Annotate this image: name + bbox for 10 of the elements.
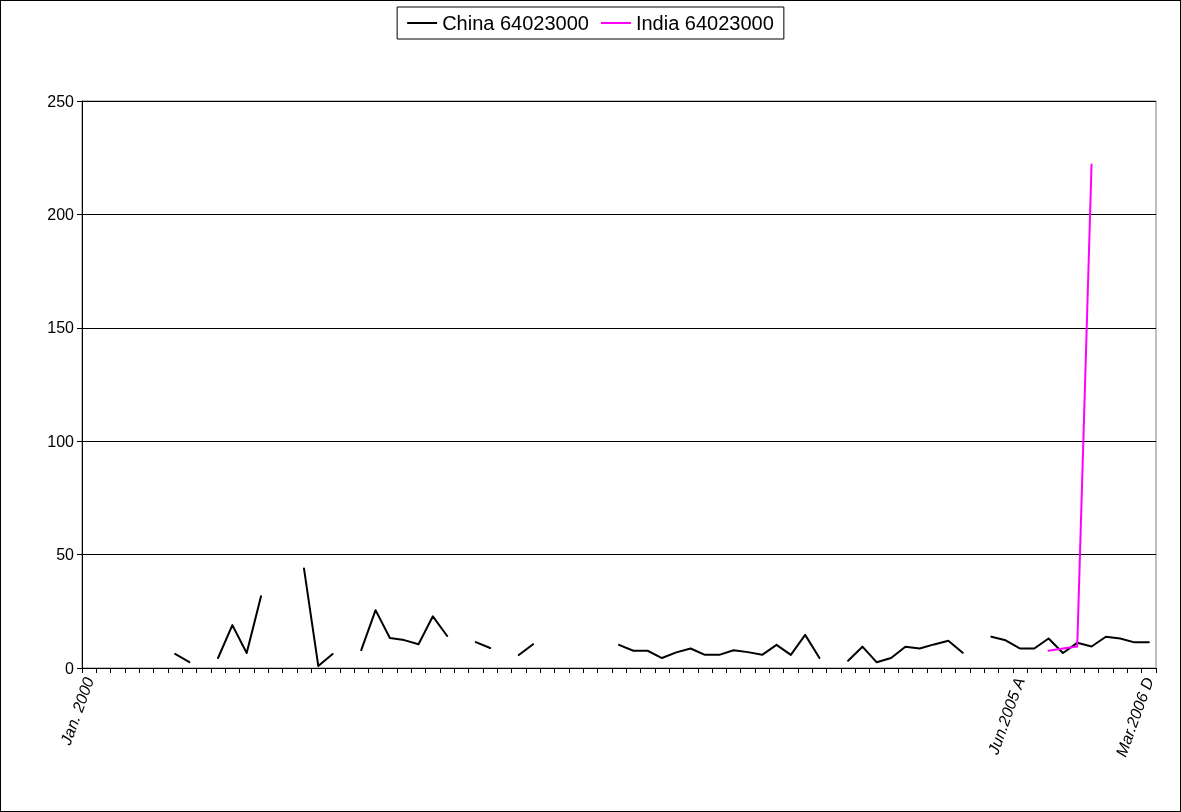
legend-label: India 64023000: [635, 12, 774, 34]
y-tick-label: 200: [47, 205, 75, 223]
line-series: [1047, 163, 1093, 652]
y-tick-label: 250: [47, 92, 75, 110]
y-tick-label: 150: [47, 319, 75, 337]
y-tick-label: 50: [56, 546, 75, 564]
y-tick-label: 0: [65, 659, 75, 677]
legend-label: China 64023000: [442, 12, 589, 34]
x-tick-label: Jan. 2000: [56, 675, 98, 748]
y-tick-label: 100: [47, 432, 75, 450]
